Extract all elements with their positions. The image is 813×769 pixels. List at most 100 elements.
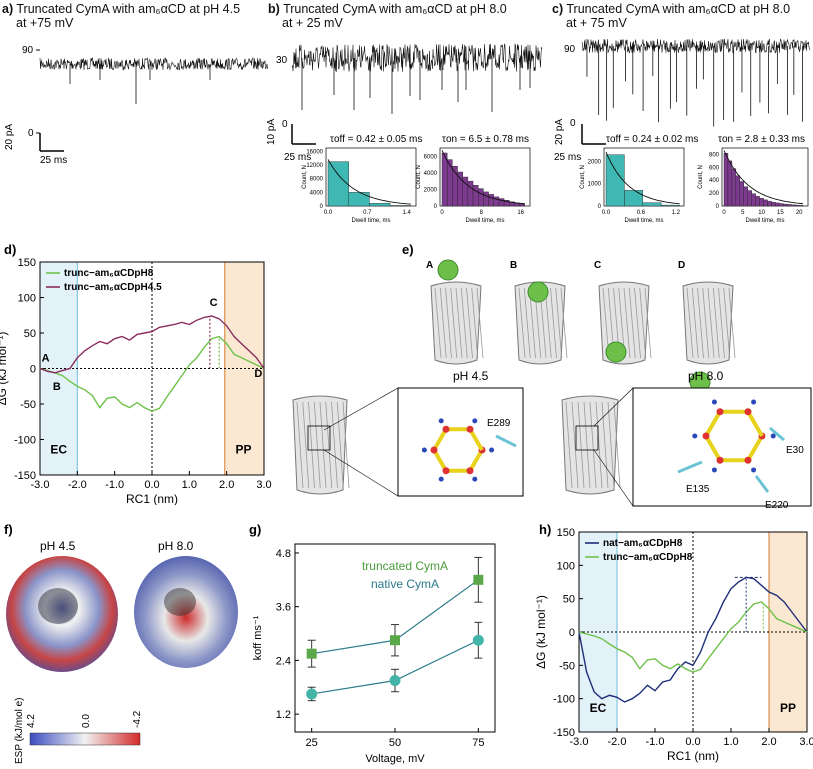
beta-strand xyxy=(707,287,715,359)
xtick-label: 1.0 xyxy=(182,479,197,491)
beta-strand xyxy=(529,287,536,359)
cyma-barrel-ph45 xyxy=(292,395,350,495)
histogram-bar xyxy=(759,198,764,207)
histogram-fit xyxy=(441,150,525,205)
histogram-xtick: 0.7 xyxy=(363,210,372,216)
xtick-label: -1.0 xyxy=(646,736,665,748)
residue-stick xyxy=(495,434,517,448)
cbar-tick-0: 4.2 xyxy=(26,714,37,728)
panel-c-ytick-bottom: 0 xyxy=(570,118,576,129)
beta-strand xyxy=(595,401,603,489)
beta-strand xyxy=(550,287,557,359)
panel-b-svg: 30 0 10 pA 25 ms τoff = 0.42 ± 0.05 ms τ… xyxy=(266,43,543,224)
nitrogen-atom xyxy=(751,467,757,473)
xtick-label: -3.0 xyxy=(31,479,50,491)
histogram-ytick: 16000 xyxy=(306,149,323,155)
beta-strand xyxy=(518,287,526,359)
nitrogen-atom xyxy=(751,399,757,405)
histogram-xtick: 0 xyxy=(440,210,444,216)
ring-bond xyxy=(704,410,722,437)
panel-d: d) -150 -100 -50 0 50 100 150 -3.0 -2.0 -1.0 0.0 1.… xyxy=(0,240,275,505)
histogram-bar xyxy=(763,199,768,207)
oxygen-atom xyxy=(716,456,724,464)
ytick-label: 0 xyxy=(569,627,575,639)
histogram-ytick: 0 xyxy=(320,204,324,210)
barrel-outline xyxy=(430,281,482,365)
residue-stick xyxy=(677,460,703,474)
oxygen-atom xyxy=(466,425,474,433)
panel-g: g) 1.2 2.4 3.6 4.8 25 50 75 truncated CymA nativ… xyxy=(245,520,535,769)
trace-noise xyxy=(581,38,811,54)
beta-strand xyxy=(634,287,641,359)
nitrogen-atom xyxy=(472,418,478,424)
histogram-ytick: 4000 xyxy=(310,190,324,196)
panel-h-chart: h) -150 -100 -50 0 50 100 150 -3.0 -2.0 -1.0 0.0 1.… xyxy=(535,522,813,763)
beta-strand xyxy=(639,287,647,359)
panel-e-res-right-1: E135 xyxy=(686,484,710,495)
panel-b-subtitle: at + 25 mV xyxy=(282,16,343,30)
panel-c-hist-off: 0 1000 2000 0.0 0.6 1.2 Count, N Dwell time, ms xyxy=(580,147,685,224)
histogram-bar xyxy=(735,175,741,207)
ytick-label: -150 xyxy=(553,727,575,739)
zoom-region-left xyxy=(307,425,331,451)
cyma-barrel-A xyxy=(430,281,484,365)
xtick-label: 50 xyxy=(389,737,401,749)
ytick-label: 100 xyxy=(18,293,36,305)
panel-a-subtitle: at +75 mV xyxy=(16,16,74,30)
energy-series-line xyxy=(39,315,265,374)
oxygen-atom xyxy=(702,432,710,440)
histogram-bar xyxy=(783,203,788,207)
barrel-outline xyxy=(514,281,566,365)
histogram-bar xyxy=(472,185,479,207)
beta-strand xyxy=(313,401,321,489)
panel-h: h) -150 -100 -50 0 50 100 150 -3.0 -2.0 -1.0 0.0 1.… xyxy=(535,520,813,769)
xtick-label: 2.0 xyxy=(761,736,776,748)
histogram-bar xyxy=(787,204,792,207)
histogram-ytick: 4000 xyxy=(424,171,438,177)
histogram-bar xyxy=(483,191,489,207)
beta-strand xyxy=(583,401,591,489)
ytick-label: 3.6 xyxy=(276,602,291,614)
panel-b-tau-on: τon = 6.5 ± 0.78 ms xyxy=(442,134,529,145)
histogram-bar xyxy=(747,190,752,207)
ring-bond xyxy=(432,428,448,452)
esp-colorbar xyxy=(29,732,141,746)
beta-strand xyxy=(697,287,704,359)
cyma-barrel-B xyxy=(514,281,568,365)
panel-d-chart: d) -150 -100 -50 0 50 100 150 -3.0 -2.0 -1.0 0.0 1.… xyxy=(0,242,272,505)
region-ec-label: EC xyxy=(50,443,67,457)
panel-e-label: e) xyxy=(402,242,414,257)
nitrogen-atom xyxy=(421,447,427,453)
histogram-ytick: 2000 xyxy=(424,187,438,193)
legend-label: trunc−am₆αCDpH8 xyxy=(64,268,154,279)
beta-strand xyxy=(691,287,699,359)
histogram-bar xyxy=(467,180,474,207)
legend-label: trunc−am₆αCDpH4.5 xyxy=(64,282,162,293)
panel-e-ph-right: pH 8.0 xyxy=(688,369,724,383)
ring-bond xyxy=(468,428,484,452)
beta-strand xyxy=(471,287,479,359)
histogram-ytick: 0 xyxy=(598,204,602,210)
histogram-xlabel: Dwell time, ms xyxy=(465,218,504,224)
ytick-label: -100 xyxy=(14,435,36,447)
energy-series-line xyxy=(578,601,808,673)
cyma-barrel-D xyxy=(682,281,736,365)
panel-c-tau-on: τon = 2.8 ± 0.33 ms xyxy=(718,134,805,145)
histogram-fit xyxy=(723,150,804,205)
histogram-xtick: 15 xyxy=(777,210,784,216)
panel-b-ytick-bottom: 0 xyxy=(282,119,288,130)
state-point-label: C xyxy=(210,297,218,309)
panel-e-zoom-left xyxy=(397,387,524,497)
histogram-xtick: 10 xyxy=(758,210,765,216)
panel-h-label: h) xyxy=(539,522,551,537)
histogram-ytick: 0 xyxy=(716,204,720,210)
data-point-truncated xyxy=(306,648,317,659)
histogram-xtick: 0 xyxy=(722,210,726,216)
xtick-label: 75 xyxy=(472,737,484,749)
ytick-label: -100 xyxy=(553,694,575,706)
histogram-ytick: 2000 xyxy=(588,159,602,165)
cyma-barrel-ph80 xyxy=(561,395,621,495)
panel-a-trace-svg: 90 0 20 pA 25 ms xyxy=(4,45,269,166)
panel-f-ph-left: pH 4.5 xyxy=(40,539,76,553)
oxygen-atom xyxy=(442,467,450,475)
